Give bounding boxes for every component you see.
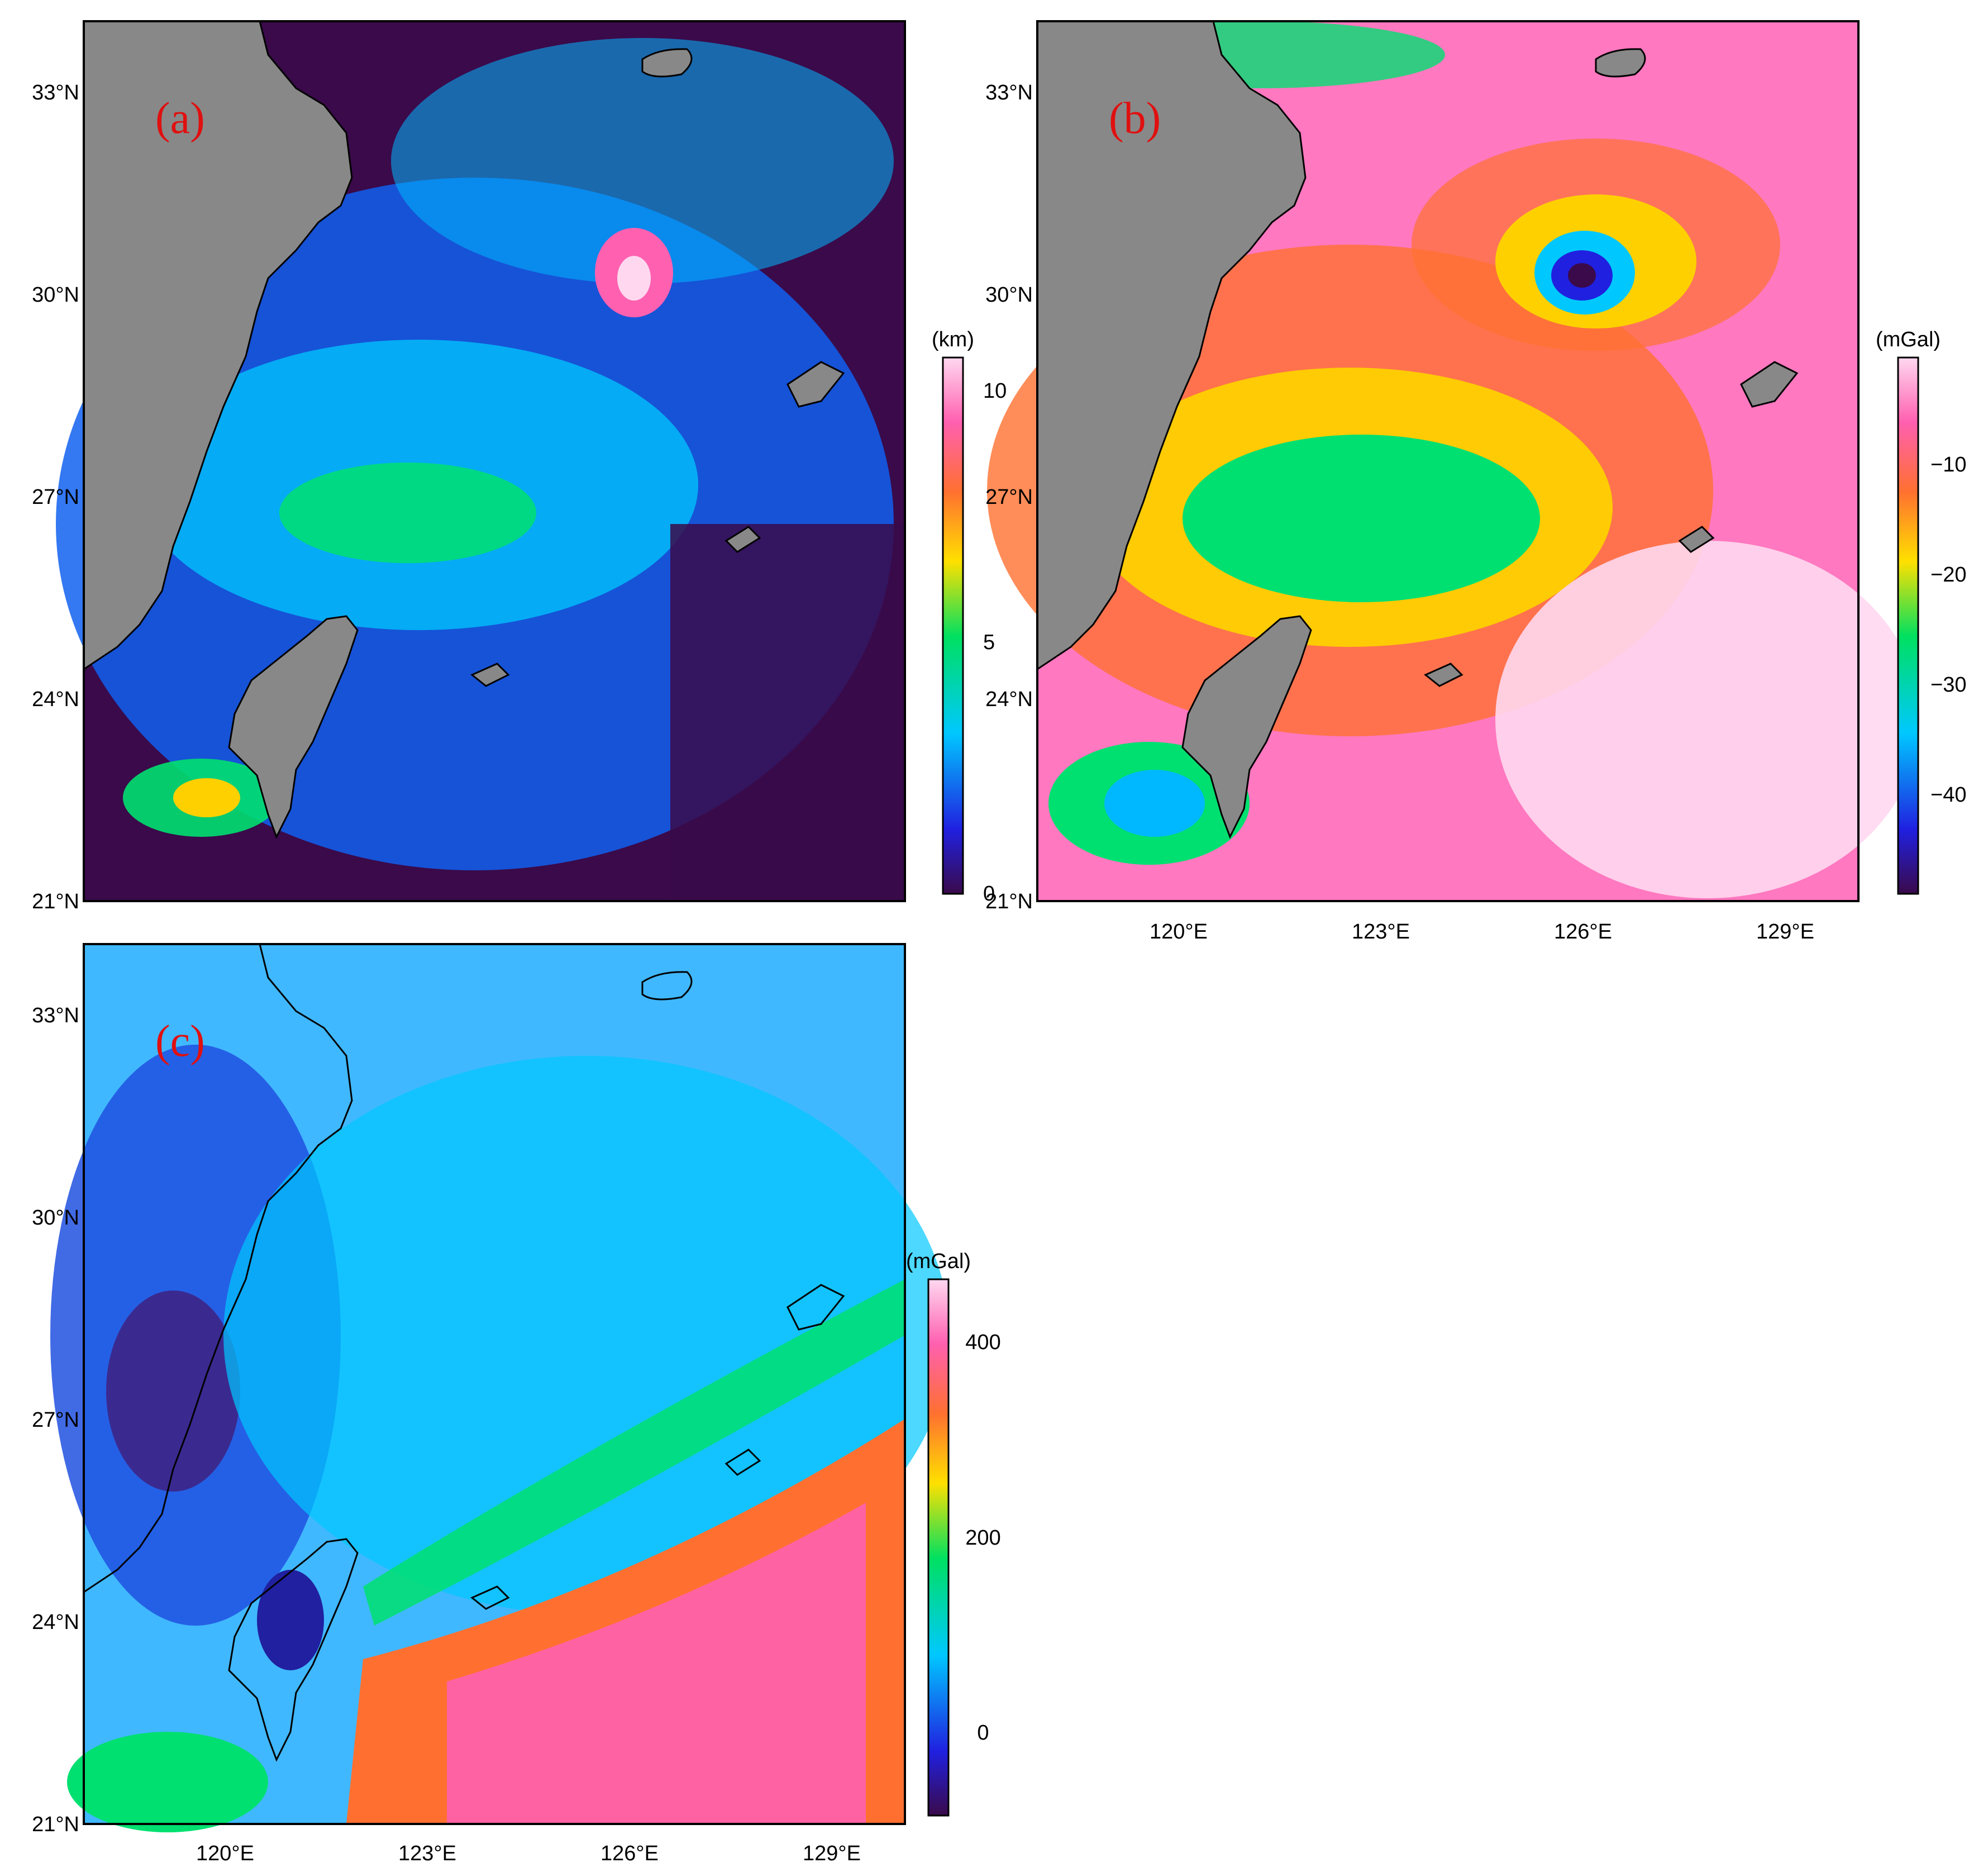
lat-label: 24°N (32, 688, 79, 711)
panel-c-field-cyan-middle (223, 1056, 950, 1614)
panel-a-field-hot-core (617, 256, 651, 301)
lat-labels-a: 21°N 24°N 27°N 30°N 33°N (32, 81, 79, 913)
lat-labels-c: 21°N 24°N 27°N 30°N 33°N (32, 1004, 79, 1836)
colorbar-a-unit: (km) (932, 328, 974, 351)
lon-label: 123°E (398, 1842, 456, 1865)
lat-label: 30°N (32, 283, 79, 307)
lon-label: 126°E (1554, 920, 1612, 944)
lat-label: 27°N (32, 1408, 79, 1432)
lon-label: 120°E (1150, 920, 1208, 944)
colorbar-c-bar (927, 1278, 950, 1817)
panel-b-field-dark-ne (1568, 263, 1596, 288)
lat-label: 21°N (32, 1813, 79, 1836)
panel-c-field-dark-taiwan (257, 1570, 324, 1670)
lat-label: 21°N (985, 890, 1033, 913)
panel-c-tag: (c) (155, 1017, 205, 1066)
panel-c: (c) (50, 943, 950, 1832)
colorbar-c-tick: 0 (977, 1721, 989, 1745)
colorbar-a-tick: 5 (983, 631, 995, 654)
lat-label: 27°N (32, 485, 79, 509)
colorbar-a-bar (942, 356, 964, 895)
panel-a-field-green-center (279, 463, 536, 563)
panel-b-field-pale-se (1495, 541, 1920, 898)
lat-label: 33°N (32, 1004, 79, 1027)
colorbar-b-bar (1897, 356, 1919, 895)
colorbar-b: (mGal) −40 −30 −20 −10 (1876, 328, 1966, 895)
colorbar-b-tick: −10 (1930, 453, 1966, 477)
panel-c-field-green-sw (67, 1732, 268, 1832)
colorbar-b-tick: −40 (1930, 783, 1966, 807)
panel-a-field-cyan-north (391, 38, 894, 284)
lon-label: 129°E (803, 1842, 861, 1865)
colorbar-c-unit: (mGal) (906, 1250, 971, 1273)
colorbar-b-tick: −30 (1930, 673, 1966, 697)
panel-b-frame (1036, 20, 1860, 902)
lon-labels-b: 120°E 123°E 126°E 129°E (1150, 920, 1814, 944)
panel-c-field-dark-west (106, 1290, 240, 1492)
panel-b-tag: (b) (1109, 94, 1161, 143)
lon-labels-c: 120°E 123°E 126°E 129°E (196, 1842, 861, 1865)
colorbar-c-tick: 200 (965, 1526, 1000, 1550)
lat-label: 30°N (32, 1206, 79, 1230)
panel-c-field-pink-basin (447, 1503, 866, 1824)
panel-c-field-green-arc (363, 1279, 905, 1626)
colorbar-c-tick: 400 (965, 1331, 1000, 1354)
colorbar-a: (km) 0 5 10 (932, 328, 1007, 906)
lat-label: 33°N (985, 81, 1033, 104)
lat-label: 21°N (32, 890, 79, 913)
panel-a-field-yellow-sw (173, 778, 240, 817)
panel-b: (b) (987, 20, 1920, 902)
panel-a: (a) (56, 20, 906, 902)
colorbar-a-tick: 0 (983, 882, 995, 906)
lat-label: 33°N (32, 81, 79, 104)
colorbar-b-unit: (mGal) (1876, 328, 1941, 351)
panel-a-field-dark-se (670, 524, 905, 901)
lat-label: 30°N (985, 283, 1033, 307)
colorbar-a-tick: 10 (983, 379, 1007, 403)
lat-labels-b: 21°N 24°N 27°N 30°N 33°N (985, 81, 1033, 913)
panel-b-field-blue-sw (1104, 770, 1205, 837)
panel-a-tag: (a) (155, 94, 205, 143)
panel-b-field-green (1183, 435, 1540, 602)
lat-label: 24°N (985, 688, 1033, 711)
panel-a-frame (83, 20, 906, 902)
lon-label: 120°E (196, 1842, 254, 1865)
lat-label: 24°N (32, 1611, 79, 1634)
colorbar-b-tick: −20 (1930, 563, 1966, 587)
colorbar-c: (mGal) 0 200 400 (906, 1250, 1001, 1817)
lat-label: 27°N (985, 485, 1033, 509)
panel-c-frame (83, 943, 906, 1825)
lon-label: 126°E (600, 1842, 659, 1865)
lon-label: 123°E (1352, 920, 1410, 944)
lon-label: 129°E (1756, 920, 1814, 944)
